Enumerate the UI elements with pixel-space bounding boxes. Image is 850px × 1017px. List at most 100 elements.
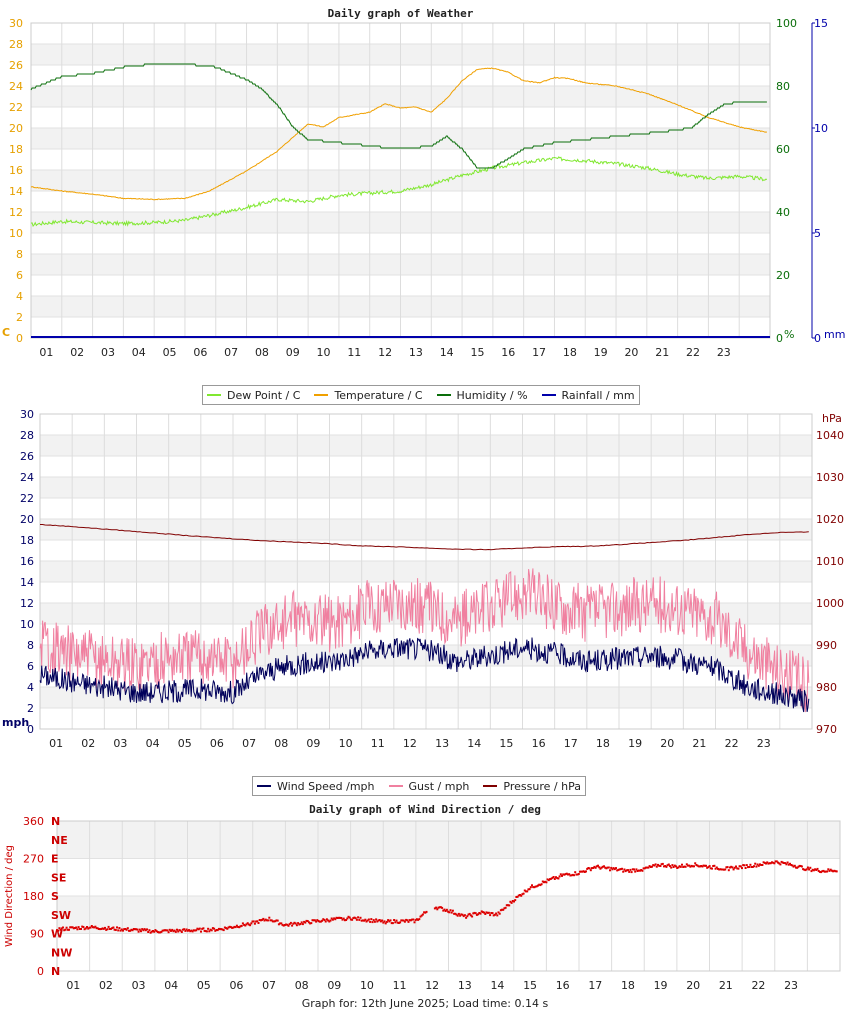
wind-direction-point: [557, 877, 560, 880]
wind-direction-point: [135, 928, 138, 931]
x-tick-label: 13: [458, 979, 472, 992]
wind-direction-point: [122, 929, 124, 932]
wind-direction-point: [330, 917, 333, 920]
wind-direction-point: [522, 892, 525, 895]
y-right-humidity-tick-label: 60: [776, 143, 790, 156]
wind-direction-point: [761, 864, 764, 866]
wind-direction-point: [78, 928, 81, 930]
wind-direction-point: [383, 920, 386, 923]
wind-direction-point: [165, 929, 168, 932]
wind-direction-point: [471, 915, 474, 918]
wind-direction-point: [256, 920, 259, 923]
wind-direction-point: [321, 919, 324, 922]
wind-direction-point: [555, 876, 557, 879]
wind-direction-point: [493, 913, 496, 916]
wind-direction-point: [617, 868, 620, 871]
wind-direction-point: [359, 916, 362, 919]
wind-direction-point: [142, 929, 145, 932]
legend-gust: Gust / mph: [388, 780, 469, 793]
wind-direction-point: [275, 919, 278, 922]
x-tick-label: 13: [409, 346, 423, 359]
wind-direction-point: [633, 868, 635, 871]
wind-direction-point: [233, 925, 236, 928]
wind-direction-point: [697, 865, 700, 868]
wind-direction-point: [505, 904, 508, 907]
wind-direction-point: [259, 919, 262, 922]
wind-direction-point: [573, 874, 575, 877]
x-tick-label: 12: [378, 346, 392, 359]
wind-direction-point: [631, 868, 634, 871]
wind-direction-point: [200, 930, 202, 933]
y-left-tick-label: 4: [27, 681, 34, 694]
wind-direction-point: [796, 866, 799, 869]
wind-direction-point: [407, 920, 410, 923]
wind-direction-point: [69, 926, 72, 929]
wind-direction-point: [685, 863, 688, 866]
x-tick-label: 17: [564, 737, 578, 750]
y-right-rain-tick-label: 15: [814, 17, 828, 30]
y-left-tick-label: 30: [20, 408, 34, 421]
wind-direction-point: [550, 877, 553, 880]
wind-direction-point: [131, 929, 134, 932]
legend-temperature-swatch: [314, 394, 329, 396]
wind-direction-point: [186, 929, 189, 932]
wind-direction-point: [613, 868, 616, 871]
wind-direction-point: [261, 918, 264, 921]
wind-direction-point: [247, 923, 250, 926]
wind-direction-point: [724, 868, 727, 871]
wind-direction-point: [129, 929, 132, 932]
y-left-tick-label: 22: [9, 101, 23, 114]
wind-direction-point: [598, 866, 601, 869]
wind-direction-point: [93, 926, 96, 929]
x-tick-label: 20: [624, 346, 638, 359]
wind-direction-point: [223, 926, 226, 929]
legend-pressure-swatch: [483, 785, 498, 787]
wind-direction-point: [768, 862, 771, 865]
wind-direction-point: [373, 920, 376, 923]
wind-direction-point: [327, 919, 330, 922]
wind-direction-point: [778, 862, 781, 865]
wind-direction-point: [663, 865, 665, 868]
wind-direction-point: [497, 911, 500, 914]
wind-direction-point: [531, 884, 533, 887]
wind-direction-point: [405, 918, 408, 921]
y-left-tick-label: 2: [27, 702, 34, 715]
wind-direction-point: [395, 919, 398, 922]
wind-direction-point: [361, 919, 364, 922]
wind-direction-point: [363, 919, 366, 922]
wind-direction-point: [691, 865, 694, 868]
wind-direction-point: [636, 870, 639, 872]
wind-direction-point: [551, 876, 554, 879]
wind-direction-point: [154, 929, 157, 932]
y-left-tick-label: 12: [9, 206, 23, 219]
wind-direction-point: [379, 920, 382, 923]
wind-direction-point: [815, 869, 818, 871]
wind-direction-point: [689, 865, 692, 868]
wind-direction-point: [105, 928, 108, 931]
wind-direction-point: [797, 865, 800, 868]
x-tick-label: 09: [327, 979, 341, 992]
wind-direction-point: [60, 927, 63, 930]
wind-direction-point: [563, 873, 566, 876]
wind-direction-point: [189, 930, 192, 933]
wind-direction-point: [725, 866, 728, 869]
wind-direction-point: [817, 870, 820, 872]
wind-direction-point: [283, 924, 286, 926]
wind-direction-point: [81, 925, 84, 928]
x-tick-label: 02: [70, 346, 84, 359]
wind-direction-point: [765, 862, 767, 865]
wind-direction-point: [696, 864, 699, 867]
y-right-pressure-tick-label: 1040: [816, 429, 844, 442]
wind-direction-point: [637, 869, 640, 872]
wind-direction-point: [378, 919, 381, 921]
wind-direction-point: [503, 907, 506, 910]
wind-direction-point: [325, 918, 328, 921]
y-right-pressure-tick-label: 1000: [816, 597, 844, 610]
wind-direction-point: [329, 919, 332, 922]
wind-direction-point: [249, 924, 252, 927]
wind-direction-point: [682, 866, 685, 868]
x-tick-label: 10: [339, 737, 353, 750]
wind-direction-point: [642, 867, 645, 870]
y-right-pressure-tick-label: 1030: [816, 471, 844, 484]
wind-direction-point: [519, 894, 521, 896]
